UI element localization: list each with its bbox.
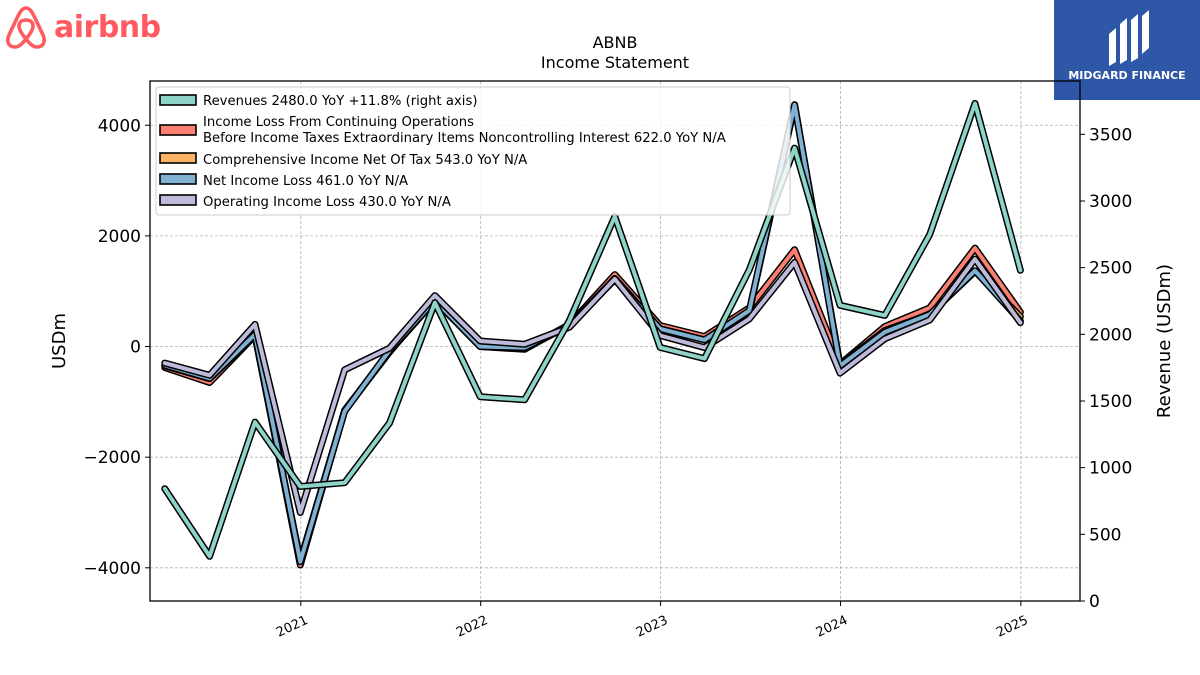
legend-swatch-revenues: [159, 94, 197, 106]
y-tick-label: 0: [130, 338, 141, 358]
y2-tick-label: 1000: [1089, 459, 1132, 479]
y2-tick-label: 2500: [1089, 259, 1132, 279]
y-tick-label: 2000: [98, 227, 141, 247]
y-axis-label: USDm: [49, 313, 70, 369]
y2-tick-label: 1500: [1089, 392, 1132, 412]
legend-label-revenues: Revenues 2480.0 YoY +11.8% (right axis): [203, 94, 477, 109]
y2-tick-label: 0: [1089, 592, 1100, 612]
legend: Revenues 2480.0 YoY +11.8% (right axis) I…: [155, 86, 791, 216]
y-tick-label: −4000: [83, 559, 141, 579]
x-tick-label: 2023: [634, 613, 670, 641]
midgard-finance-text: MIDGARD FINANCE: [1068, 69, 1186, 82]
series-lines: [161, 99, 1024, 569]
chart-subtitle: Income Statement: [541, 53, 689, 72]
y2-tick-label: 3500: [1089, 125, 1132, 145]
y2-axis-label: Revenue (USDm): [1154, 264, 1175, 418]
axes: −4000 −2000 0 2000 4000 0 500 1000 1500 2000 2500 3…: [83, 116, 1132, 640]
midgard-finance-logo: MIDGARD FINANCE: [1054, 0, 1200, 100]
legend-swatch-comprehensive-income: [159, 152, 197, 164]
legend-label-comprehensive-income: Comprehensive Income Net Of Tax 543.0 Yo…: [203, 153, 527, 168]
airbnb-belo-icon: [6, 6, 46, 49]
plot-frame: [149, 80, 1081, 602]
legend-label-pretax-income: Before Income Taxes Extraordinary Items …: [203, 131, 726, 146]
airbnb-logo: airbnb: [4, 4, 161, 50]
legend-label-operating-income: Operating Income Loss 430.0 YoY N/A: [203, 195, 451, 210]
y2-tick-label: 2000: [1089, 325, 1132, 345]
legend-box: [155, 86, 791, 216]
legend-swatch-net-income: [159, 173, 197, 185]
x-tick-label: 2024: [814, 613, 850, 641]
legend-label-net-income: Net Income Loss 461.0 YoY N/A: [203, 174, 408, 189]
airbnb-wordmark: airbnb: [54, 9, 161, 45]
x-tick-label: 2021: [274, 613, 310, 641]
legend-swatch-operating-income: [159, 194, 197, 206]
y-tick-label: −2000: [83, 448, 141, 468]
legend-swatch-pretax-income: [159, 124, 197, 136]
x-tick-label: 2025: [994, 613, 1030, 641]
y2-tick-label: 3000: [1089, 192, 1132, 212]
legend-label-pretax-income: Income Loss From Continuing Operations: [203, 115, 474, 130]
series-line-revenues: [162, 101, 1023, 559]
y-tick-label: 4000: [98, 116, 141, 136]
chart-title: ABNB: [593, 33, 638, 52]
y2-tick-label: 500: [1089, 525, 1121, 545]
x-tick-label: 2022: [454, 613, 490, 641]
midgard-emblem-icon: [1109, 10, 1149, 66]
